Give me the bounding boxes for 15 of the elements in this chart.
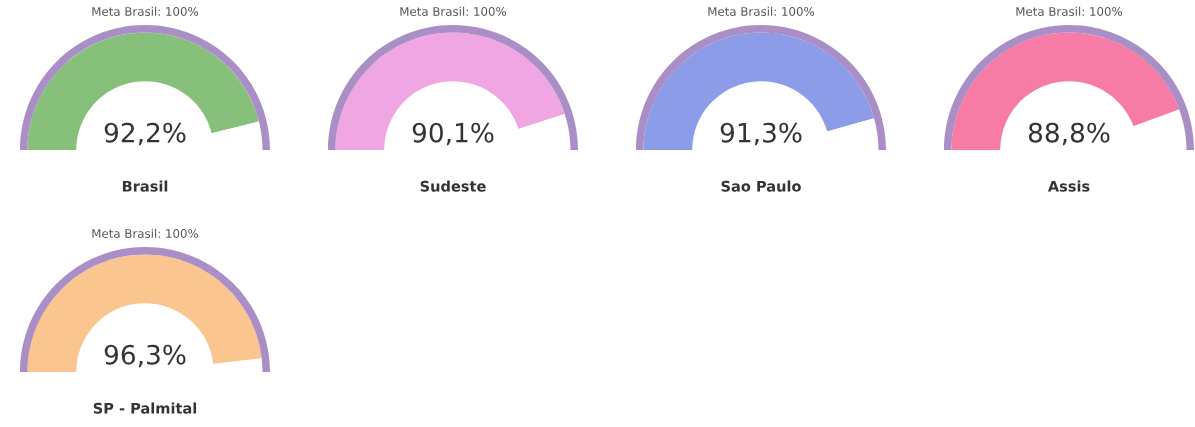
data-label: 91,3% — [720, 122, 802, 146]
chart-subtitle: Meta Brasil: 100% — [708, 6, 815, 16]
text: Assis — [1047, 180, 1090, 192]
chart-subtitle: Meta Brasil: 100% — [400, 6, 507, 16]
data-label: 88,8% — [1028, 122, 1110, 146]
chart-subtitle: Meta Brasil: 100% — [92, 6, 199, 16]
text: SP - Palmital — [93, 402, 197, 414]
data-label: 90,1% — [412, 122, 494, 146]
text: Sudeste — [420, 180, 486, 192]
text: Sao Paulo — [721, 180, 801, 192]
text: Brasil — [122, 180, 168, 192]
chart-subtitle: Meta Brasil: 100% — [92, 228, 199, 238]
data-label: 96,3% — [104, 344, 186, 368]
chart-subtitle: Meta Brasil: 100% — [1016, 6, 1123, 16]
data-label: 92,2% — [104, 122, 186, 146]
